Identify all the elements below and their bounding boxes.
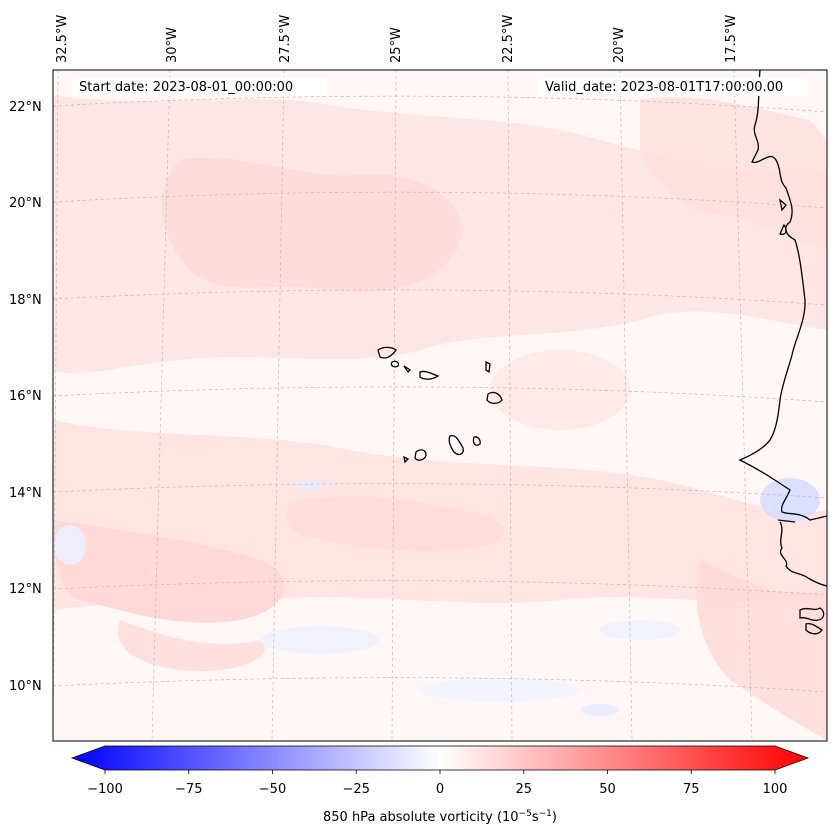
cb-tick-label: −50 xyxy=(259,782,286,797)
cb-tick-label: 0 xyxy=(436,782,444,797)
lat-label-22n: 22°N xyxy=(9,100,42,115)
lon-label-30w: 30°W xyxy=(165,27,180,63)
cb-tick-label: 100 xyxy=(763,782,788,797)
cb-tick-label: 50 xyxy=(599,782,616,797)
lat-label-20n: 20°N xyxy=(9,196,42,211)
start-date-label: Start date: 2023-08-01_00:00:00 xyxy=(79,80,293,95)
lon-label-32-5w: 32.5°W xyxy=(55,15,70,63)
colorbar-ticks xyxy=(104,770,776,774)
cb-tick-label: 25 xyxy=(515,782,532,797)
cb-label-main: 850 hPa absolute vorticity (10 xyxy=(323,810,519,825)
lat-label-12n: 12°N xyxy=(9,582,42,597)
graticule xyxy=(53,70,827,741)
valid-date-label: Valid_date: 2023-08-01T17:00:00.00 xyxy=(545,80,783,95)
latitude-labels: 22°N 20°N 18°N 16°N 14°N 12°N 10°N xyxy=(9,100,42,694)
lon-label-22-5w: 22.5°W xyxy=(501,15,516,63)
cb-tick-label: −100 xyxy=(87,782,123,797)
lat-label-18n: 18°N xyxy=(9,293,42,308)
cb-label-exp1: −5 xyxy=(519,809,532,819)
map-panel xyxy=(53,70,827,741)
coastline xyxy=(738,70,827,635)
lon-label-27-5w: 27.5°W xyxy=(278,15,293,63)
lon-label-25w: 25°W xyxy=(389,27,404,63)
cb-tick-label: −25 xyxy=(343,782,370,797)
cb-tick-label: −75 xyxy=(175,782,202,797)
title-annotations: Start date: 2023-08-01_00:00:00 Valid_da… xyxy=(72,77,808,96)
colorbar-tick-labels: −100 −75 −50 −25 0 25 50 75 100 xyxy=(87,782,787,797)
cb-label-end: ) xyxy=(552,810,557,825)
lon-label-20w: 20°W xyxy=(612,27,627,63)
lon-label-17-5w: 17.5°W xyxy=(724,15,739,63)
cape-verde-islands xyxy=(377,346,503,464)
lat-label-10n: 10°N xyxy=(9,679,42,694)
colorbar: −100 −75 −50 −25 0 25 50 75 100 850 hPa … xyxy=(70,745,810,825)
lat-label-16n: 16°N xyxy=(9,389,42,404)
cb-label-exp2: −1 xyxy=(539,809,552,819)
lat-label-14n: 14°N xyxy=(9,486,42,501)
vorticity-field xyxy=(53,95,827,740)
map-border xyxy=(52,69,828,742)
cb-tick-label: 75 xyxy=(683,782,700,797)
colorbar-body xyxy=(70,745,810,771)
longitude-labels: 32.5°W 30°W 27.5°W 25°W 22.5°W 20°W 17.5… xyxy=(55,15,739,63)
cb-label-mid: s xyxy=(532,810,539,825)
colorbar-label: 850 hPa absolute vorticity (10−5s−1) xyxy=(323,809,557,825)
